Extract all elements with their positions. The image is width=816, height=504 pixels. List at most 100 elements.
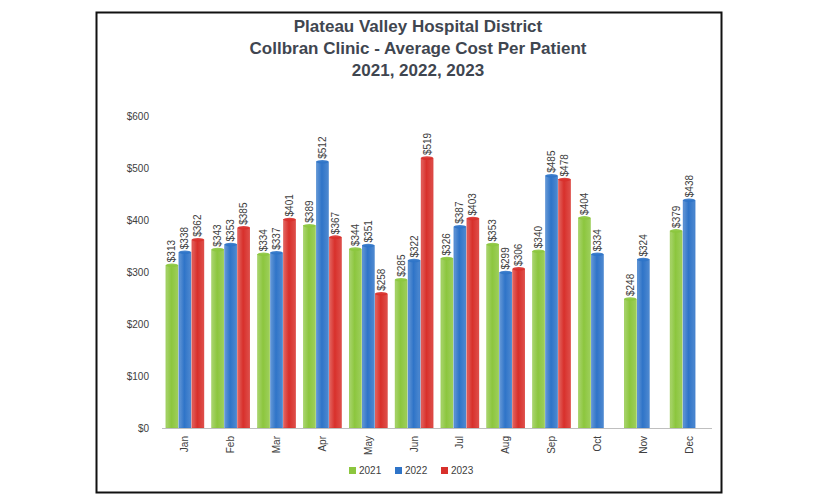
- x-tick-label: May: [363, 436, 374, 455]
- bar: [670, 231, 682, 428]
- bar-cap: [533, 249, 545, 253]
- bar: [533, 251, 545, 428]
- data-label: $258: [376, 268, 387, 291]
- data-label: $379: [671, 205, 682, 228]
- y-tick: [158, 324, 162, 325]
- bar: [271, 253, 283, 428]
- data-label: $322: [409, 235, 420, 258]
- bar-cap: [192, 238, 204, 242]
- x-tick-label: Jun: [409, 436, 420, 452]
- bar: [212, 250, 224, 428]
- data-label: $343: [212, 224, 223, 247]
- bar: [421, 158, 433, 428]
- bar: [624, 299, 636, 428]
- bar-cap: [591, 253, 603, 257]
- chart: Plateau Valley Hospital District Collbran…: [0, 0, 816, 504]
- legend: 202120222023: [349, 465, 474, 476]
- bar-cap: [578, 216, 590, 220]
- data-label: $362: [192, 214, 203, 237]
- bar: [349, 249, 361, 428]
- bar-cap: [559, 178, 571, 182]
- bar: [546, 176, 558, 428]
- bar-cap: [179, 250, 191, 254]
- bars: [166, 156, 695, 428]
- bar-cap: [395, 278, 407, 282]
- bar-cap: [467, 217, 479, 221]
- data-label: $248: [625, 273, 636, 296]
- title-line: Collbran Clinic - Average Cost Per Patie…: [250, 39, 587, 58]
- bar: [316, 162, 328, 428]
- legend-swatch: [395, 467, 402, 474]
- data-label: $512: [317, 136, 328, 159]
- y-tick: [158, 168, 162, 169]
- y-tick: [158, 272, 162, 273]
- bar-cap: [166, 263, 178, 267]
- bar-cap: [670, 229, 682, 233]
- x-tick-label: Nov: [638, 436, 649, 454]
- bar: [179, 252, 191, 428]
- data-label: $299: [500, 247, 511, 270]
- data-label: $401: [284, 194, 295, 217]
- bar: [408, 261, 420, 428]
- y-tick-label: $100: [127, 371, 150, 382]
- bar: [467, 218, 479, 428]
- data-label: $519: [422, 132, 433, 155]
- bar: [329, 237, 341, 428]
- bar: [441, 258, 453, 428]
- y-tick-label: $500: [127, 163, 150, 174]
- bar: [395, 280, 407, 428]
- x-tick-label: Dec: [684, 436, 695, 454]
- y-tick-label: $200: [127, 319, 150, 330]
- data-label: $389: [304, 200, 315, 223]
- bar: [578, 218, 590, 428]
- title-line: Plateau Valley Hospital District: [294, 17, 543, 36]
- bar-cap: [408, 259, 420, 263]
- bar-cap: [637, 258, 649, 262]
- legend-label: 2022: [405, 465, 428, 476]
- y-tick-label: $600: [127, 111, 150, 122]
- title-line: 2021, 2022, 2023: [352, 61, 484, 80]
- bar: [513, 269, 525, 428]
- data-label: $306: [513, 243, 524, 266]
- bar-cap: [271, 251, 283, 255]
- bar: [303, 226, 315, 428]
- y-tick: [158, 220, 162, 221]
- data-label: $344: [350, 223, 361, 246]
- bar: [225, 244, 237, 428]
- y-tick-label: $400: [127, 215, 150, 226]
- data-label: $385: [238, 202, 249, 225]
- y-tick-label: $300: [127, 267, 150, 278]
- data-label: $387: [454, 201, 465, 224]
- bar-cap: [513, 267, 525, 271]
- bar-cap: [329, 235, 341, 239]
- bar: [454, 227, 466, 428]
- data-label: $334: [592, 229, 603, 252]
- bar-cap: [624, 297, 636, 301]
- y-tick-label: $0: [138, 423, 150, 434]
- title: Plateau Valley Hospital District Collbran…: [250, 17, 587, 80]
- bar-cap: [225, 243, 237, 247]
- y-tick: [158, 116, 162, 117]
- bar: [362, 245, 374, 428]
- bar: [500, 273, 512, 428]
- data-label: $351: [363, 220, 374, 243]
- x-tick-label: Feb: [225, 436, 236, 454]
- bar-cap: [500, 271, 512, 275]
- data-label: $337: [271, 227, 282, 250]
- bar: [559, 179, 571, 428]
- bar-cap: [284, 218, 296, 222]
- data-label: $353: [487, 219, 498, 242]
- bar-cap: [349, 247, 361, 251]
- y-tick: [158, 428, 162, 429]
- bar: [166, 265, 178, 428]
- data-label: $324: [638, 234, 649, 257]
- bar-cap: [258, 253, 270, 257]
- legend-label: 2023: [451, 465, 474, 476]
- bar-cap: [375, 292, 387, 296]
- data-label: $340: [533, 226, 544, 249]
- bar: [683, 200, 695, 428]
- bar-cap: [683, 198, 695, 202]
- bar-cap: [316, 160, 328, 164]
- x-tick-label: Mar: [271, 435, 282, 453]
- x-tick-label: Sep: [546, 436, 557, 454]
